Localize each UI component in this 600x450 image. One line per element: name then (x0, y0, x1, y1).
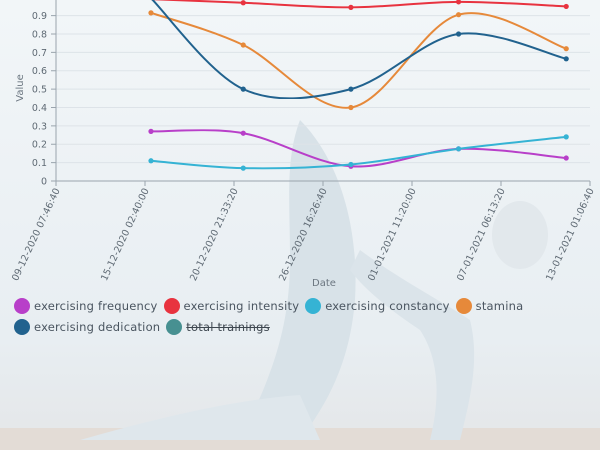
y-axis: 0 0.1 0.2 0.3 0.4 0.5 0.6 0.7 0.8 0.9 (32, 0, 57, 188)
data-point-stamina[interactable] (455, 12, 462, 18)
series-points (148, 0, 569, 171)
x-tick-label: 01-01-2021 11:20:00 (366, 187, 419, 283)
legend-item-exercising-constancy[interactable]: exercising constancy (305, 298, 449, 314)
series-line-exercising-dedication (151, 0, 566, 98)
x-tick-label: 15-12-2020 02:40:00 (99, 187, 152, 283)
series-line-exercising-constancy (151, 137, 566, 168)
data-point-exercising-dedication[interactable] (563, 56, 569, 62)
legend-item-stamina[interactable]: stamina (455, 298, 524, 314)
y-tick-label: 0.6 (32, 66, 47, 77)
data-point-exercising-constancy[interactable] (563, 134, 569, 140)
data-point-exercising-constancy[interactable] (455, 146, 462, 152)
y-axis-label: Value (15, 74, 26, 101)
legend-label: exercising frequency (34, 299, 158, 313)
legend-item-exercising-intensity[interactable]: exercising intensity (163, 298, 300, 314)
x-axis-label: Date (312, 278, 336, 289)
x-tick-label: 09-12-2020 07:46:40 (10, 187, 63, 283)
y-tick-label: 0.1 (32, 158, 47, 169)
legend-item-exercising-frequency[interactable]: exercising frequency (14, 298, 158, 314)
data-point-exercising-intensity[interactable] (240, 0, 246, 6)
y-tick-label: 0.4 (32, 103, 47, 114)
legend-marker (14, 298, 30, 314)
legend-label: exercising dedication (34, 320, 161, 334)
legend-label: exercising constancy (325, 299, 450, 313)
y-tick-label: 0.9 (32, 11, 47, 22)
data-point-stamina[interactable] (148, 10, 154, 16)
legend-item-exercising-dedication[interactable]: exercising dedication (14, 319, 160, 335)
x-tick-label: 13-01-2021 01:06:40 (544, 187, 597, 283)
legend-marker (166, 319, 183, 335)
legend-marker (14, 319, 30, 335)
data-point-exercising-constancy[interactable] (240, 165, 246, 171)
series-line-stamina (151, 13, 566, 108)
chart-legend: exercising frequency exercising intensit… (14, 296, 594, 338)
data-point-stamina[interactable] (563, 46, 569, 52)
y-tick-label: 0.7 (32, 48, 47, 59)
data-point-exercising-dedication[interactable] (455, 31, 462, 37)
data-point-exercising-frequency[interactable] (563, 155, 569, 161)
series-lines (151, 0, 566, 168)
data-point-exercising-dedication[interactable] (348, 86, 354, 92)
series-line-exercising-frequency (151, 130, 566, 166)
data-point-exercising-frequency[interactable] (148, 128, 154, 134)
data-point-exercising-intensity[interactable] (348, 4, 354, 10)
legend-row: exercising frequency exercising intensit… (14, 296, 594, 316)
data-point-stamina[interactable] (240, 42, 246, 48)
legend-row: exercising dedication total trainings (14, 317, 594, 337)
y-tick-label: 0.3 (32, 121, 47, 132)
legend-item-total-trainings[interactable]: total trainings (166, 319, 270, 335)
data-point-exercising-constancy[interactable] (348, 161, 354, 168)
y-tick-label: 0.8 (32, 29, 47, 40)
data-point-stamina[interactable] (348, 104, 354, 111)
legend-label: stamina (475, 299, 524, 313)
legend-marker (163, 298, 180, 314)
series-line-exercising-intensity (151, 0, 566, 7)
x-tick-label: 07-01-2021 06:13:20 (455, 187, 508, 283)
legend-marker (455, 298, 472, 314)
legend-label: total trainings (186, 320, 270, 334)
x-axis: 09-12-2020 07:46:40 15-12-2020 02:40:00 20… (10, 180, 597, 283)
data-point-exercising-constancy[interactable] (148, 158, 154, 164)
data-point-exercising-intensity[interactable] (455, 0, 462, 5)
x-tick-label: 20-12-2020 21:33:20 (188, 187, 241, 283)
legend-marker (305, 298, 322, 314)
data-point-exercising-frequency[interactable] (240, 130, 246, 136)
data-point-exercising-dedication[interactable] (240, 86, 246, 92)
y-tick-label: 0.5 (32, 85, 47, 96)
y-tick-label: 0.2 (32, 140, 47, 151)
data-point-exercising-intensity[interactable] (563, 3, 569, 10)
y-tick-label: 0 (41, 177, 47, 188)
x-tick-label: 26-12-2020 16:26:40 (277, 187, 330, 283)
legend-label: exercising intensity (183, 299, 300, 313)
